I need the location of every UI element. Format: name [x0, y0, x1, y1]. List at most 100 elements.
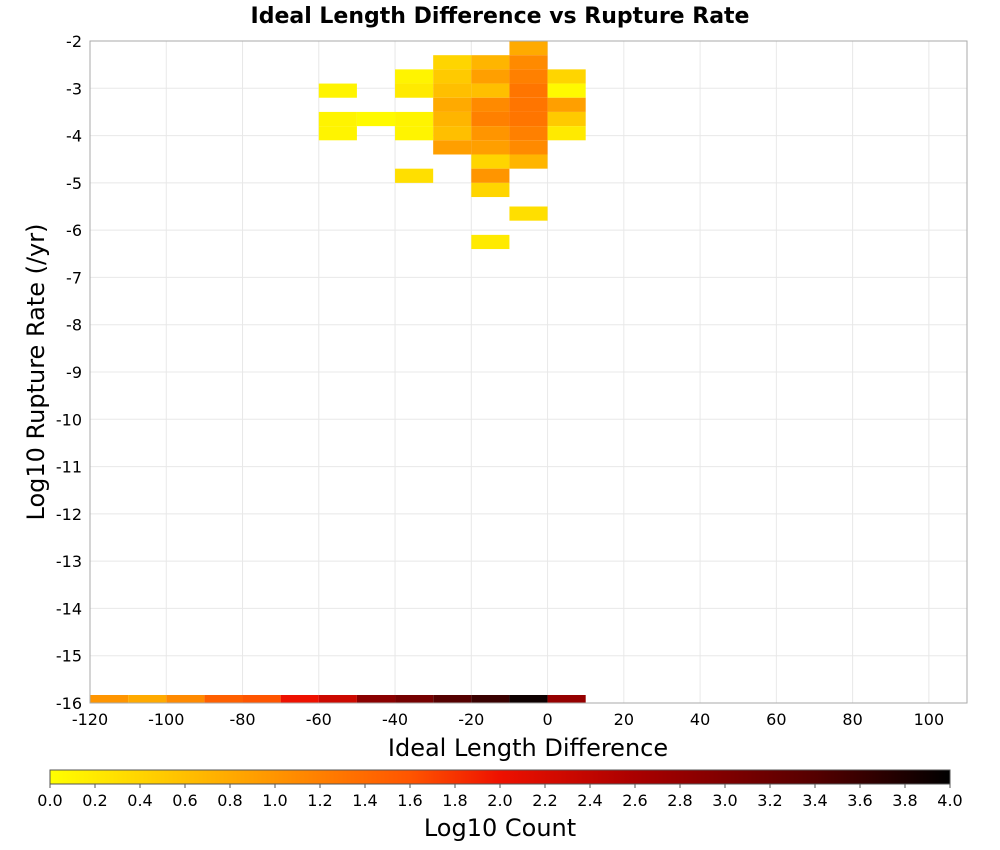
heatmap-cell — [433, 140, 472, 155]
colorbar-tick-label: 3.8 — [892, 791, 917, 810]
heatmap-cell — [318, 126, 357, 141]
colorbar-tick-label: 0.0 — [37, 791, 62, 810]
heatmap-cell — [471, 140, 510, 155]
heatmap-cell — [509, 41, 548, 56]
heatmap-cell — [395, 695, 434, 703]
heatmap-cell — [471, 695, 510, 703]
x-tick-label: 60 — [766, 710, 786, 729]
heatmap-cell — [509, 83, 548, 98]
x-tick-label: -120 — [72, 710, 108, 729]
y-tick-label: -5 — [66, 174, 82, 193]
colorbar-tick-label: 4.0 — [937, 791, 962, 810]
heatmap-cell — [509, 111, 548, 127]
y-tick-label: -3 — [66, 79, 82, 98]
colorbar — [49, 769, 951, 785]
colorbar-tick-label: 0.6 — [172, 791, 197, 810]
plot-area-border — [89, 40, 968, 704]
heatmap-cell — [471, 111, 510, 127]
colorbar-tick-label: 2.0 — [487, 791, 512, 810]
colorbar-ticks: 0.0 0.2 0.4 0.6 0.8 1.0 1.2 1.4 1.6 1.8 2.0 2.2 2.4 2… — [37, 784, 963, 810]
y-tick-label: -8 — [66, 316, 82, 335]
y-tick-label: -13 — [56, 552, 82, 571]
heatmap-cell — [433, 55, 472, 70]
heatmap-cell — [433, 69, 472, 84]
heatmap-cell — [242, 695, 281, 703]
x-axis-title: Ideal Length Difference — [388, 734, 668, 762]
heatmap-cell — [395, 168, 434, 183]
x-tick-label: 100 — [914, 710, 945, 729]
y-tick-label: -11 — [56, 458, 82, 477]
heatmap-cell — [509, 154, 548, 169]
heatmap-cell — [471, 234, 510, 250]
colorbar-tick-label: 1.2 — [307, 791, 332, 810]
heatmap-cell — [395, 111, 434, 127]
heatmap-cell — [433, 695, 472, 703]
colorbar-tick-label: 3.4 — [802, 791, 827, 810]
heatmap-cell — [356, 695, 396, 703]
heatmap-cell — [509, 97, 548, 112]
heatmap-cell — [318, 111, 357, 127]
y-tick-label: -7 — [66, 268, 82, 287]
y-tick-label: -15 — [56, 647, 82, 666]
heatmap-cell — [509, 55, 548, 70]
colorbar-tick-label: 0.8 — [217, 791, 242, 810]
y-tick-label: -16 — [56, 694, 82, 713]
colorbar-title: Log10 Count — [424, 814, 576, 842]
heatmap-cell — [395, 126, 434, 141]
y-tick-label: -6 — [66, 221, 82, 240]
y-tick-label: -12 — [56, 505, 82, 524]
y-axis-ticks: -2 -3 -4 -5 -6 -7 -8 -9 -10 -11 -12 -13 -14 -15 -16 — [56, 32, 82, 713]
heatmap-cell — [471, 83, 510, 98]
heatmap-cell — [433, 111, 472, 127]
chart-title: Ideal Length Difference vs Rupture Rate — [251, 4, 750, 29]
heatmap-cell — [433, 83, 472, 98]
colorbar-tick-label: 1.8 — [442, 791, 467, 810]
heatmap-cell — [433, 97, 472, 112]
x-tick-label: 80 — [842, 710, 862, 729]
y-tick-label: -10 — [56, 410, 82, 429]
heatmap-cell — [395, 69, 434, 84]
heatmap-cell — [547, 111, 586, 127]
colorbar-tick-label: 1.0 — [262, 791, 287, 810]
x-axis-ticks: -120 -100 -80 -60 -40 -20 0 20 40 60 80 100 — [72, 710, 944, 729]
heatmap-cell — [547, 97, 586, 112]
x-tick-label: 20 — [614, 710, 634, 729]
heatmap-cell — [471, 97, 510, 112]
heatmap-cell — [395, 83, 434, 98]
heatmap-cell — [318, 695, 357, 703]
heatmap-cell — [509, 206, 548, 221]
heatmap-cell — [471, 69, 510, 84]
colorbar-tick-label: 1.4 — [352, 791, 377, 810]
heatmap-cell — [471, 168, 510, 183]
x-tick-label: 40 — [690, 710, 710, 729]
heatmap-cell — [90, 695, 129, 703]
x-tick-label: -40 — [382, 710, 408, 729]
heatmap-cell — [509, 140, 548, 155]
colorbar-tick-label: 2.8 — [667, 791, 692, 810]
heatmap-cell — [280, 695, 319, 703]
heatmap-cell — [166, 695, 205, 703]
x-tick-label: 0 — [542, 710, 552, 729]
colorbar-tick-label: 2.2 — [532, 791, 557, 810]
heatmap-cell — [547, 695, 586, 703]
heatmap-cell — [547, 83, 586, 98]
heatmap-cell — [547, 69, 586, 84]
colorbar-tick-label: 0.4 — [127, 791, 152, 810]
heatmap-cell — [509, 695, 548, 703]
x-tick-label: -60 — [306, 710, 332, 729]
heatmap-cell — [356, 111, 396, 127]
heatmap-cell — [509, 126, 548, 141]
y-tick-label: -4 — [66, 127, 82, 146]
colorbar-tick-label: 2.6 — [622, 791, 647, 810]
y-tick-label: -9 — [66, 363, 82, 382]
colorbar-tick-label: 2.4 — [577, 791, 602, 810]
y-axis-title: Log10 Rupture Rate (/yr) — [22, 224, 50, 521]
y-tick-label: -2 — [66, 32, 82, 51]
colorbar-tick-label: 0.2 — [82, 791, 107, 810]
heatmap-cell — [471, 55, 510, 70]
heatmap-cell — [471, 126, 510, 141]
heatmap-cell — [318, 83, 357, 98]
heatmap-cells — [90, 41, 586, 703]
x-tick-label: -80 — [229, 710, 255, 729]
